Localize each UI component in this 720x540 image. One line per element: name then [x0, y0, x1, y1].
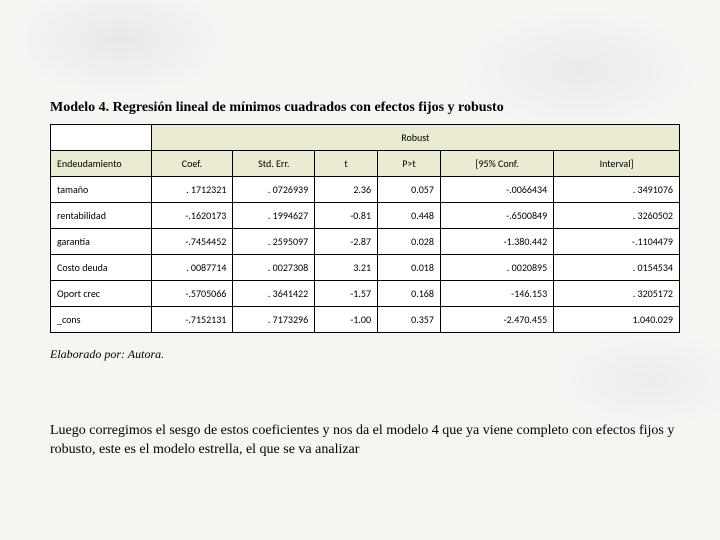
- cell-value: . 3641422: [233, 281, 315, 307]
- cell-value: . 0020895: [440, 255, 553, 281]
- row-header-label: Endeudamiento: [51, 151, 152, 177]
- cell-value: . 3260502: [554, 203, 680, 229]
- column-header-row: Endeudamiento Coef. Std. Err. t P>t [95%…: [51, 151, 680, 177]
- cell-value: -1.57: [315, 281, 378, 307]
- cell-value: . 3491076: [554, 177, 680, 203]
- row-label: Oport crec: [51, 281, 152, 307]
- cell-value: 0.357: [378, 307, 441, 333]
- cell-value: -.6500849: [440, 203, 553, 229]
- body-paragraph: Luego corregimos el sesgo de estos coefi…: [50, 422, 680, 460]
- cell-value: 0.028: [378, 229, 441, 255]
- table-row: _cons-.7152131. 7173296-1.000.357-2.470.…: [51, 307, 680, 333]
- col-header: P>t: [378, 151, 441, 177]
- cell-value: . 0027308: [233, 255, 315, 281]
- cell-value: -0.81: [315, 203, 378, 229]
- cell-value: -2.87: [315, 229, 378, 255]
- robust-empty-cell: [51, 125, 152, 151]
- col-header: t: [315, 151, 378, 177]
- table-caption: Elaborado por: Autora.: [50, 347, 680, 362]
- table-row: rentabilidad-.1620173. 1994627-0.810.448…: [51, 203, 680, 229]
- robust-header-row: Robust: [51, 125, 680, 151]
- col-header: [95% Conf.: [440, 151, 553, 177]
- cell-value: 1.040.029: [554, 307, 680, 333]
- cell-value: -.1620173: [151, 203, 233, 229]
- cell-value: 0.168: [378, 281, 441, 307]
- cell-value: -.7152131: [151, 307, 233, 333]
- cell-value: . 0726939: [233, 177, 315, 203]
- cell-value: . 1712321: [151, 177, 233, 203]
- table-row: Costo deuda. 0087714. 00273083.210.018. …: [51, 255, 680, 281]
- cell-value: 0.057: [378, 177, 441, 203]
- cell-value: -.1104479: [554, 229, 680, 255]
- cell-value: -146.153: [440, 281, 553, 307]
- regression-table: Robust Endeudamiento Coef. Std. Err. t P…: [50, 124, 680, 333]
- cell-value: . 1994627: [233, 203, 315, 229]
- table-row: tamaño. 1712321. 07269392.360.057-.00664…: [51, 177, 680, 203]
- table-title: Modelo 4. Regresión lineal de mínimos cu…: [50, 100, 680, 116]
- row-label: garantía: [51, 229, 152, 255]
- col-header: Interval]: [554, 151, 680, 177]
- col-header: Std. Err.: [233, 151, 315, 177]
- cell-value: . 7173296: [233, 307, 315, 333]
- cell-value: -.0066434: [440, 177, 553, 203]
- table-row: Oport crec-.5705066. 3641422-1.570.168-1…: [51, 281, 680, 307]
- cell-value: . 3205172: [554, 281, 680, 307]
- cell-value: 0.448: [378, 203, 441, 229]
- cell-value: -1.00: [315, 307, 378, 333]
- cell-value: -2.470.455: [440, 307, 553, 333]
- row-label: tamaño: [51, 177, 152, 203]
- cell-value: 2.36: [315, 177, 378, 203]
- row-label: rentabilidad: [51, 203, 152, 229]
- cell-value: -.5705066: [151, 281, 233, 307]
- row-label: _cons: [51, 307, 152, 333]
- cell-value: 3.21: [315, 255, 378, 281]
- cell-value: 0.018: [378, 255, 441, 281]
- cell-value: . 0154534: [554, 255, 680, 281]
- table-row: garantía-.7454452. 2595097-2.870.028-1.3…: [51, 229, 680, 255]
- cell-value: -1.380.442: [440, 229, 553, 255]
- cell-value: -.7454452: [151, 229, 233, 255]
- robust-label: Robust: [151, 125, 679, 151]
- cell-value: . 2595097: [233, 229, 315, 255]
- cell-value: . 0087714: [151, 255, 233, 281]
- col-header: Coef.: [151, 151, 233, 177]
- row-label: Costo deuda: [51, 255, 152, 281]
